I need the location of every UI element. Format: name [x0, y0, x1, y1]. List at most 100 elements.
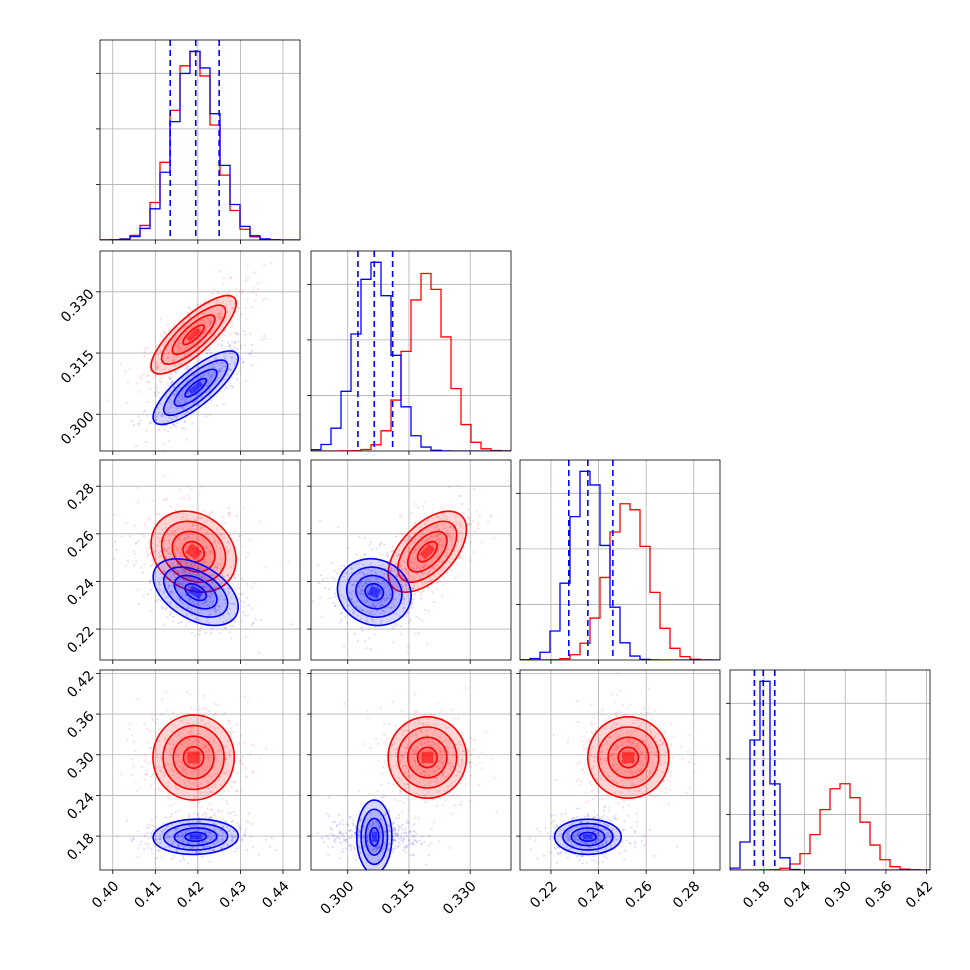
scatter-point — [194, 574, 197, 577]
scatter-point — [116, 835, 119, 838]
scatter-point — [151, 499, 154, 502]
scatter-point — [421, 573, 424, 576]
scatter-point — [148, 761, 151, 765]
scatter-point — [166, 323, 169, 326]
scatter-point — [231, 781, 234, 784]
scatter-point — [247, 812, 251, 815]
scatter-point — [566, 742, 569, 745]
scatter-point — [182, 376, 185, 379]
histogram-series-1 — [311, 261, 511, 451]
scatter-point — [593, 816, 596, 819]
scatter-point — [243, 344, 246, 347]
scatter-point — [428, 781, 431, 785]
density-peak — [187, 751, 200, 764]
scatter-point — [177, 583, 180, 586]
scatter-point — [598, 834, 601, 837]
scatter-point — [258, 756, 261, 759]
scatter-point — [162, 829, 165, 832]
scatter-point — [246, 701, 249, 704]
scatter-point — [142, 595, 145, 598]
scatter-point — [236, 332, 239, 335]
contour-line — [150, 294, 237, 375]
scatter-point — [206, 553, 209, 556]
scatter-point — [378, 564, 381, 567]
scatter-point — [366, 589, 369, 592]
scatter-point — [350, 597, 353, 600]
scatter-point — [190, 825, 194, 828]
scatter-point — [184, 353, 187, 356]
scatter-point — [202, 312, 205, 316]
scatter-point — [244, 605, 247, 608]
scatter-point — [415, 752, 418, 755]
scatter-point — [137, 539, 140, 543]
scatter-point — [211, 510, 214, 513]
scatter-point — [435, 581, 438, 585]
scatter-point — [590, 753, 593, 756]
scatter-point — [210, 775, 213, 779]
scatter-point — [217, 749, 220, 752]
scatter-point — [202, 845, 205, 848]
scatter-point — [209, 320, 212, 323]
contour-line — [162, 566, 229, 618]
scatter-point — [189, 846, 192, 849]
scatter-point — [227, 751, 231, 754]
scatter-point — [422, 565, 425, 568]
scatter-point — [174, 335, 177, 338]
scatter-point — [391, 848, 394, 851]
scatter-point — [182, 546, 185, 549]
scatter-point — [384, 829, 387, 833]
scatter-point — [401, 839, 404, 842]
scatter-point — [333, 820, 336, 823]
scatter-point — [207, 749, 210, 752]
scatter-point — [167, 430, 170, 433]
contour-line — [587, 716, 670, 799]
scatter-point — [413, 835, 416, 838]
scatter-point — [204, 601, 207, 604]
scatter-point — [176, 586, 179, 589]
scatter-point — [377, 826, 381, 830]
scatter-point — [166, 577, 169, 580]
scatter-point — [173, 783, 176, 786]
scatter-point — [647, 744, 650, 747]
scatter-point — [245, 582, 249, 586]
scatter-point — [212, 573, 215, 576]
scatter-point — [177, 396, 180, 399]
scatter-point — [407, 839, 410, 843]
scatter-point — [407, 769, 410, 772]
scatter-point — [641, 773, 644, 776]
scatter-point — [453, 549, 456, 552]
scatter-point — [201, 835, 204, 839]
scatter-point — [162, 547, 165, 550]
scatter-point — [347, 845, 350, 848]
scatter-point — [449, 846, 452, 849]
scatter-point — [208, 579, 211, 582]
scatter-point — [373, 829, 376, 832]
scatter-point — [205, 845, 208, 848]
scatter-point — [220, 581, 223, 584]
scatter-point — [319, 520, 322, 523]
scatter-point — [215, 404, 218, 407]
scatter-point — [452, 753, 455, 756]
scatter-point — [242, 764, 245, 767]
scatter-point — [178, 765, 181, 769]
scatter-point — [582, 747, 585, 750]
scatter-point — [431, 567, 435, 570]
scatter-point — [607, 736, 610, 739]
scatter-point — [287, 560, 290, 563]
scatter-point — [240, 600, 243, 603]
scatter-point — [237, 586, 241, 590]
scatter-point — [191, 781, 194, 785]
scatter-point — [383, 582, 386, 585]
scatter-point — [230, 833, 233, 836]
scatter-point — [171, 360, 175, 363]
scatter-point — [154, 550, 157, 553]
scatter-point — [233, 530, 236, 533]
scatter-point — [207, 759, 210, 763]
scatter-point — [223, 832, 226, 835]
scatter-point — [184, 567, 187, 571]
scatter-point — [227, 719, 230, 722]
scatter-point — [424, 523, 427, 526]
scatter-point — [412, 842, 415, 845]
scatter-point — [217, 608, 220, 612]
scatter-point — [387, 823, 390, 826]
